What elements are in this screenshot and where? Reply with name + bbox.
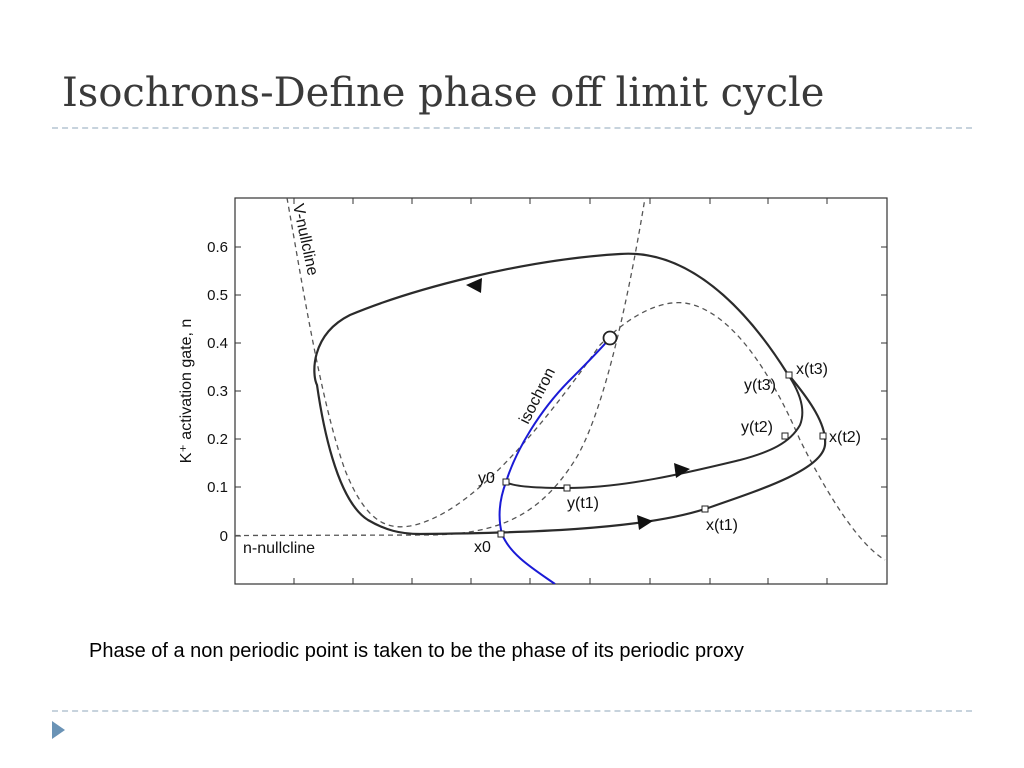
- arrow-lower: [637, 515, 653, 530]
- marker-y-t1: [563, 484, 571, 492]
- label-x0: x0: [474, 539, 491, 556]
- label-x-t3: x(t3): [796, 361, 828, 378]
- slide-title: Isochrons-Define phase off limit cycle: [62, 70, 825, 116]
- plot-frame: [234, 197, 888, 585]
- label-y-t2: y(t2): [741, 419, 773, 436]
- y-axis-label: K⁺ activation gate, n: [178, 319, 195, 464]
- arrow-middle: [674, 463, 690, 478]
- isochron-curve: [498, 337, 611, 584]
- v-nullcline-curve: [286, 198, 886, 561]
- label-y-t1: y(t1): [567, 495, 599, 512]
- marker-x-t3: [785, 371, 793, 379]
- title-divider: [52, 127, 972, 129]
- label-y0: y0: [478, 470, 495, 487]
- y-tick-0.1: 0.1: [207, 479, 228, 496]
- axis-ticks: [235, 198, 887, 584]
- n-nullcline-label: n-nullcline: [243, 540, 315, 557]
- label-x-t2: x(t2): [829, 429, 861, 446]
- y-tick-0.3: 0.3: [207, 383, 228, 400]
- marker-x0: [497, 530, 505, 538]
- triangle-bullet-icon: [52, 721, 65, 739]
- y-tick-0: 0: [220, 528, 228, 545]
- y-tick-0.6: 0.6: [207, 239, 228, 256]
- arrow-upper: [466, 278, 482, 293]
- marker-x-t2: [819, 432, 827, 440]
- perturbed-trajectory: [505, 372, 804, 490]
- label-x-t1: x(t1): [706, 517, 738, 534]
- marker-y0: [502, 478, 510, 486]
- y-tick-0.5: 0.5: [207, 287, 228, 304]
- footer-divider: [52, 710, 972, 712]
- y-tick-0.4: 0.4: [207, 335, 228, 352]
- fixed-point-marker: [602, 330, 618, 346]
- slide-caption: Phase of a non periodic point is taken t…: [89, 640, 744, 662]
- marker-x-t1: [701, 505, 709, 513]
- marker-y-t2: [781, 432, 789, 440]
- label-y-t3: y(t3): [744, 377, 776, 394]
- y-tick-0.2: 0.2: [207, 431, 228, 448]
